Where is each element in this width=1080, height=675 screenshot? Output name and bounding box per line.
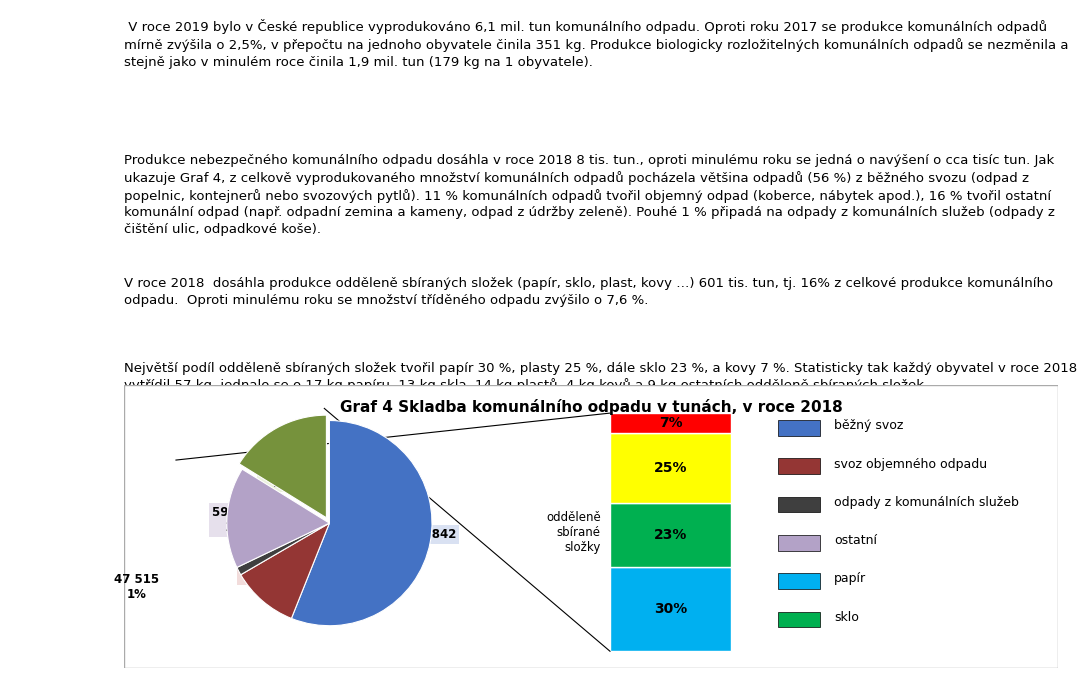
Text: běžný svoz: běžný svoz [834, 419, 904, 433]
Wedge shape [241, 523, 329, 618]
Text: Produkce nebezpečného komunálního odpadu dosáhla v roce 2018 8 tis. tun., oproti: Produkce nebezpečného komunálního odpadu… [124, 154, 1055, 236]
Text: 25%: 25% [654, 461, 688, 475]
Bar [610, 433, 731, 503]
Bar [778, 420, 820, 436]
Bar [778, 458, 820, 474]
Text: 600 893
16%: 600 893 16% [260, 462, 313, 489]
Text: 23%: 23% [654, 528, 687, 542]
Text: 2 000 842: 2 000 842 [391, 528, 456, 541]
Text: V roce 2018  dosáhla produkce odděleně sbíraných složek (papír, sklo, plast, kov: V roce 2018 dosáhla produkce odděleně sb… [124, 277, 1053, 306]
Text: Graf 4 Skladba komunálního odpadu v tunách, v roce 2018: Graf 4 Skladba komunálního odpadu v tuná… [340, 399, 842, 415]
Text: svoz objemného odpadu: svoz objemného odpadu [834, 458, 987, 470]
Wedge shape [227, 469, 329, 568]
Text: sklo: sklo [834, 611, 859, 624]
Text: odděleně
sbírané
složky: odděleně sbírané složky [545, 511, 600, 554]
Bar [778, 573, 820, 589]
Text: Největší podíl odděleně sbíraných složek tvořil papír 30 %, plasty 25 %, dále sk: Největší podíl odděleně sbíraných složek… [124, 362, 1078, 392]
Bar [610, 503, 731, 567]
Bar [778, 612, 820, 627]
Text: papír: papír [834, 572, 866, 585]
Text: ostatní: ostatní [834, 534, 877, 547]
Wedge shape [292, 421, 432, 626]
Text: odpady z komunálních služeb: odpady z komunálních služeb [834, 496, 1020, 509]
Wedge shape [239, 415, 326, 518]
Text: 7%: 7% [659, 416, 683, 430]
Bar [610, 413, 731, 433]
Bar [778, 535, 820, 551]
Text: 392 542
11%: 392 542 11% [240, 555, 294, 583]
Text: 30%: 30% [654, 602, 687, 616]
Text: V roce 2019 bylo v České republice vyprodukováno 6,1 mil. tun komunálního odpadu: V roce 2019 bylo v České republice vypro… [124, 19, 1069, 69]
Bar [610, 567, 731, 651]
Text: 591 426
16%: 591 426 16% [212, 506, 266, 534]
Text: 47 515
1%: 47 515 1% [114, 573, 159, 601]
Wedge shape [237, 523, 329, 574]
Bar [778, 497, 820, 512]
